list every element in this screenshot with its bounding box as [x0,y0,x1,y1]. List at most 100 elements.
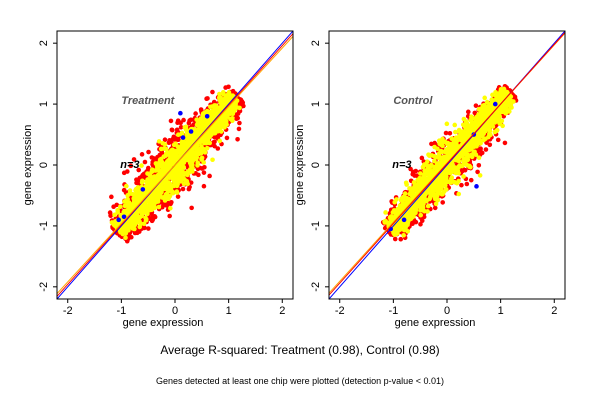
scatter-point-yellow [425,203,431,209]
scatter-point-yellow [176,132,181,138]
panel-label: Treatment [121,95,175,107]
scatter-point-yellow [170,189,176,195]
scatter-point-red [162,137,168,143]
scatter-point-yellow [182,177,187,182]
scatter-point-yellow [151,198,156,203]
replicate-count-label: n=3 [120,159,139,171]
scatter-point-yellow [170,161,175,167]
scatter-point-yellow [166,196,171,201]
scatter-point-red [419,218,425,224]
scatter-point-yellow [144,188,150,194]
scatter-point-red [139,174,144,180]
scatter-point-blue [180,135,186,140]
scatter-point-red [440,200,446,205]
scatter-point-yellow [197,118,203,124]
scatter-point-yellow [140,194,146,199]
scatter-point-red [237,109,242,114]
scatter-point-yellow [476,155,482,161]
scatter-point-yellow [198,150,204,156]
scatter-point-red [109,194,114,200]
scatter-point-red [483,147,489,152]
scatter-point-yellow [139,180,145,185]
scatter-point-yellow [210,116,215,122]
scatter-point-yellow [156,204,162,210]
scatter-point-yellow [228,111,233,117]
scatter-point-yellow [169,148,174,153]
scatter-point-yellow [407,186,412,191]
scatter-point-yellow [172,173,177,179]
scatter-point-yellow [125,196,130,202]
scatter-point-yellow [456,191,462,197]
fit-line-3 [57,36,293,294]
scatter-point-yellow [195,160,201,166]
scatter-point-red [475,169,480,175]
scatter-point-red [429,141,434,147]
scatter-point-yellow [173,181,179,187]
scatter-point-red [205,96,210,101]
scatter-point-yellow [163,146,169,152]
scatter-point-red [487,142,493,148]
scatter-point-red [193,111,198,116]
scatter-point-yellow [452,179,457,185]
scatter-point-yellow [438,185,443,191]
scatter-point-yellow [194,155,199,160]
scatter-point-yellow [151,204,156,209]
scatter-point-yellow [199,124,204,130]
scatter-point-red [241,103,246,109]
scatter-point-yellow [215,109,221,115]
scatter-point-red [201,170,207,175]
scatter-point-yellow [452,122,458,128]
scatter-point-yellow [383,218,388,224]
scatter-point-yellow [433,201,439,207]
scatter-point-yellow [172,152,178,157]
scatter-point-red [443,130,449,136]
scatter-point-yellow [161,154,167,159]
scatter-point-yellow [188,163,194,168]
scatter-point-red [215,146,221,151]
scatter-point-yellow [185,140,191,146]
scatter-point-yellow [138,221,144,227]
scatter-point-red [128,163,134,169]
scatter-point-yellow [230,93,236,99]
scatter-point-red [207,173,212,179]
scatter-point-yellow [122,203,128,209]
scatter-point-red [392,236,398,242]
scatter-point-yellow [208,104,213,110]
scatter-point-yellow [177,172,182,177]
scatter-point-yellow [142,205,148,210]
scatter-point-yellow [187,167,193,172]
scatter-point-red [175,194,181,199]
scatter-point-yellow [191,135,197,141]
scatter-point-red [236,126,242,132]
scatter-point-blue [204,113,210,119]
x-tick-label: -2 [63,305,73,317]
scatter-point-yellow [223,118,229,123]
scatter-point-yellow [465,147,470,153]
scatter-point-yellow [217,91,222,97]
scatter-point-yellow [490,92,495,98]
x-axis-label: gene expression [123,317,204,329]
scatter-point-yellow [477,173,483,178]
scatter-point-red [131,157,137,162]
scatter-point-red [419,155,425,161]
scatter-point-yellow [226,93,231,99]
scatter-point-red [473,103,479,108]
scatter-point-red [163,202,168,208]
x-tick-label: 2 [279,305,285,317]
scatter-point-red [191,122,196,127]
scatter-point-yellow [482,95,488,101]
scatter-point-yellow [156,175,162,181]
scatter-point-yellow [217,118,222,123]
scatter-point-yellow [160,195,165,200]
scatter-point-yellow [432,153,437,159]
scatter-point-yellow [204,145,210,151]
scatter-point-red [146,149,151,155]
x-tick-label: 0 [172,305,178,317]
scatter-point-yellow [199,156,204,161]
scatter-point-red [168,118,174,124]
scatter-point-red [142,159,148,165]
plot-area [57,31,293,299]
y-tick-label: 2 [38,40,50,46]
scatter-point-yellow [500,123,505,129]
